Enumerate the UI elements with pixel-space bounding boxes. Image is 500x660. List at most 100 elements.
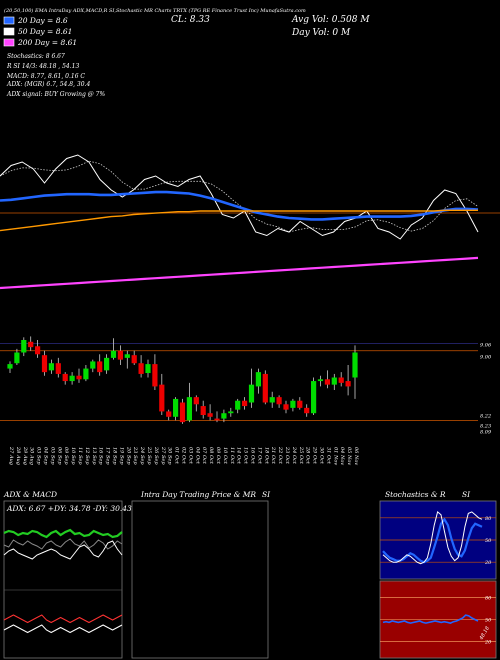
candle-body <box>255 372 261 387</box>
date-tick-label: 20 Sep <box>125 446 131 465</box>
candle-body <box>55 363 61 374</box>
rsi-tick-label: 20 <box>484 639 492 645</box>
date-tick-label: 26 Sep <box>153 446 159 465</box>
date-tick-label: 16 Sep <box>98 447 104 465</box>
ema-blue-line <box>0 190 479 221</box>
date-tick-label: 22 Oct <box>277 446 283 465</box>
date-tick-label: 09 Sep <box>63 447 69 465</box>
ema-legend: 20 Day = 8.6 50 Day = 8.61 200 Day = 8.61 <box>3 16 77 47</box>
date-tick-label: 08 Oct <box>208 447 214 465</box>
date-tick-label: 05 Nov <box>346 447 352 465</box>
readout-line: MACD: 8.77, 8.61, 0.16 C <box>6 73 85 80</box>
legend-swatch <box>3 16 15 25</box>
stoch-title-right: SI <box>462 490 471 499</box>
price-label: 8.22 <box>480 413 491 419</box>
candle-body <box>97 361 103 373</box>
date-tick-label: 25 Sep <box>146 446 152 465</box>
candle-body <box>248 384 255 403</box>
candle-body <box>83 368 89 380</box>
stoch-white-line <box>382 510 483 565</box>
date-tick-label: 30 Aug <box>29 447 35 465</box>
adx-white-line <box>3 540 123 560</box>
macd-red-line <box>3 614 123 624</box>
header-avg-vol: Avg Vol: 0.508 M <box>291 15 370 25</box>
stoch-tick-label: 80 <box>485 516 492 522</box>
candle-body <box>179 402 186 423</box>
stoch-tick-label: 50 <box>485 538 492 544</box>
candle-body <box>117 350 123 360</box>
indicator-readouts: Stochastics: 8 6.67 R SI 14/3: 48.18 , 54… <box>6 53 105 98</box>
date-tick-label: 05 Sep <box>49 447 55 465</box>
date-tick-label: 17 Oct <box>256 447 262 465</box>
candle-body <box>331 377 337 385</box>
legend-swatch <box>3 27 15 36</box>
price-panel: 27 Aug 28 Aug 29 Aug 30 Aug 03 Sep 04 Sep 05 S… <box>0 336 492 465</box>
date-tick-label: 17 Sep <box>105 447 111 465</box>
header-cl: CL: 8.33 <box>171 15 210 25</box>
date-tick-label: 28 Oct <box>305 446 311 465</box>
date-tick-label: 30 Sep <box>167 447 173 465</box>
ema-panel <box>0 154 500 290</box>
readout-line: ADX: (MGR) 6.7, 54.8, 30.4 <box>6 81 90 88</box>
candle-body <box>124 354 130 358</box>
date-tick-label: 24 Oct <box>291 446 297 465</box>
date-tick-label: 25 Oct <box>298 446 304 465</box>
candle-body <box>221 413 227 419</box>
date-tick-label: 06 Nov <box>353 447 359 465</box>
candle-body <box>41 355 48 373</box>
legend-swatch <box>3 38 15 47</box>
date-tick-label: 24 Sep <box>139 446 145 465</box>
candle-body <box>104 357 110 371</box>
legend-label: 50 Day = 8.61 <box>18 27 72 36</box>
intraday-title-right: SI <box>262 490 271 499</box>
date-tick-label: 12 Sep <box>84 447 90 465</box>
candle-body <box>48 363 54 371</box>
candle-body <box>145 364 151 374</box>
candle-body <box>35 346 41 355</box>
candle-body <box>69 375 75 382</box>
candle-body <box>235 400 241 410</box>
intraday-title: Intra Day Trading Price & MR <box>140 490 256 499</box>
readout-line: Stochastics: 8 6.67 <box>7 53 65 60</box>
candle-body <box>324 379 330 385</box>
candle-body <box>352 352 358 378</box>
header-day-vol: Day Vol: 0 M <box>291 28 351 38</box>
legend-label: 200 Day = 8.61 <box>17 38 77 47</box>
readout-line: ADX signal: BUY Growing @ 7% <box>6 91 105 98</box>
candle-body <box>76 375 82 380</box>
candle-body <box>110 350 117 358</box>
date-tick-label: 04 Oct <box>194 447 200 465</box>
legend-label: 20 Day = 8.6 <box>17 16 68 25</box>
candle-body <box>193 397 199 405</box>
date-tick-label: 23 Sep <box>132 446 138 465</box>
candle-body <box>290 400 296 408</box>
date-tick-label: 18 Sep <box>112 447 118 465</box>
candle-body <box>338 377 344 383</box>
date-tick-label: 23 Oct <box>284 446 290 465</box>
date-tick-label: 13 Sep <box>91 447 97 465</box>
date-tick-label: 19 Sep <box>118 447 124 465</box>
date-tick-label: 10 Oct <box>222 447 228 465</box>
adx-macd-panel: ADX & MACD ADX: 6.67 +DY: 34.78 -DY: 30.… <box>3 490 132 659</box>
stochastics-panel: Stochastics & R SI 80 50 20 <box>379 490 497 580</box>
candle-body <box>269 397 275 403</box>
date-tick-label: 30 Oct <box>319 447 325 465</box>
candle-body <box>345 381 351 387</box>
candle-body <box>7 364 13 369</box>
candle-body <box>138 363 144 374</box>
candle-body <box>28 341 34 348</box>
candle-body <box>311 381 317 414</box>
adx-green-line <box>3 528 123 539</box>
date-tick-label: 14 Oct <box>236 447 242 465</box>
adx-title: ADX & MACD <box>3 490 57 499</box>
ema-orange-line <box>0 209 478 232</box>
date-tick-label: 04 Sep <box>43 447 49 465</box>
price-line <box>0 154 479 240</box>
adx-readout: ADX: 6.67 +DY: 34.78 -DY: 30.43 <box>6 504 132 513</box>
adx-frame <box>3 500 123 659</box>
candle-body <box>186 397 192 421</box>
candle-body <box>317 379 324 382</box>
date-tick-label: 06 Sep <box>56 447 62 465</box>
candle-body <box>228 411 234 414</box>
